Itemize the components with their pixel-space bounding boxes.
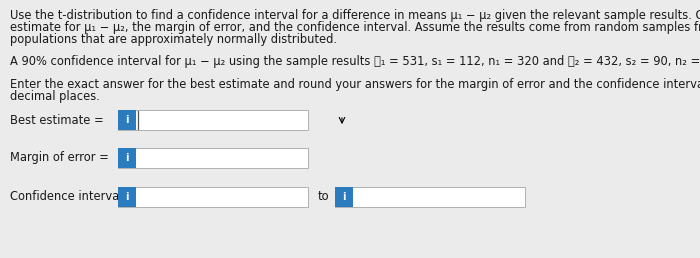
- Text: Enter the exact answer for the best estimate and round your answers for the marg: Enter the exact answer for the best esti…: [10, 78, 700, 91]
- Text: Margin of error =: Margin of error =: [10, 151, 109, 165]
- Text: i: i: [125, 153, 129, 163]
- Text: i: i: [125, 192, 129, 202]
- FancyBboxPatch shape: [118, 110, 308, 130]
- FancyBboxPatch shape: [118, 148, 308, 168]
- Text: to: to: [318, 190, 330, 204]
- Text: Use the t-distribution to find a confidence interval for a difference in means μ: Use the t-distribution to find a confide…: [10, 9, 700, 22]
- FancyBboxPatch shape: [118, 110, 136, 130]
- Text: decimal places.: decimal places.: [10, 90, 100, 103]
- FancyBboxPatch shape: [118, 187, 308, 207]
- FancyBboxPatch shape: [118, 187, 136, 207]
- Text: populations that are approximately normally distributed.: populations that are approximately norma…: [10, 33, 337, 46]
- Text: Best estimate =: Best estimate =: [10, 114, 104, 126]
- FancyBboxPatch shape: [335, 187, 353, 207]
- Text: i: i: [342, 192, 346, 202]
- Text: A 90% confidence interval for μ₁ − μ₂ using the sample results ᶋ₁ = 531, s₁ = 11: A 90% confidence interval for μ₁ − μ₂ us…: [10, 55, 700, 68]
- Text: estimate for μ₁ − μ₂, the margin of error, and the confidence interval. Assume t: estimate for μ₁ − μ₂, the margin of erro…: [10, 21, 700, 34]
- Text: i: i: [125, 115, 129, 125]
- FancyBboxPatch shape: [335, 187, 525, 207]
- FancyBboxPatch shape: [118, 148, 136, 168]
- Text: Confidence interval :: Confidence interval :: [10, 190, 130, 204]
